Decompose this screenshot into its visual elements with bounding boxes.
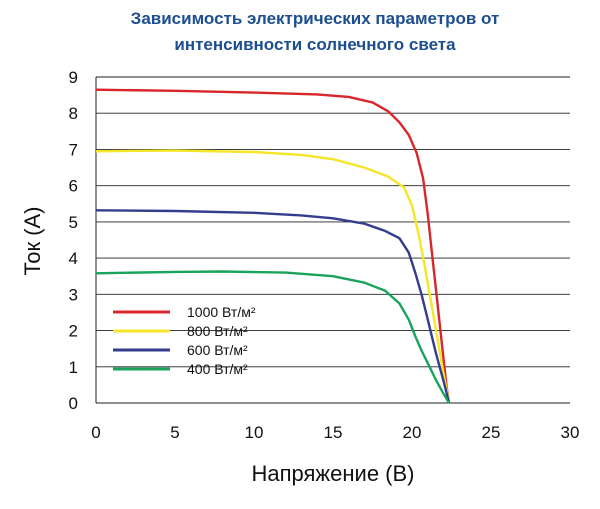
legend: 1000 Вт/м² 800 Вт/м² 600 Вт/м² 400 Вт/м²	[113, 304, 256, 377]
y-tick-label-3: 3	[69, 285, 78, 304]
y-tick-label-1: 1	[69, 358, 78, 377]
series-line-0	[95, 88, 451, 404]
y-tick-label-5: 5	[69, 213, 78, 232]
x-tick-label-4: 20	[403, 423, 422, 442]
gridlines	[96, 76, 570, 404]
series-lines	[95, 88, 451, 404]
legend-label-3: 400 Вт/м²	[187, 361, 248, 377]
y-axis-label: Ток (А)	[20, 206, 45, 275]
x-tick-label-3: 15	[324, 423, 343, 442]
series-line-1	[95, 149, 451, 404]
chart-title: Зависимость электрических параметров от …	[80, 6, 550, 58]
x-tick-label-5: 25	[482, 423, 501, 442]
x-tick-label-1: 5	[170, 423, 179, 442]
y-tick-label-2: 2	[69, 322, 78, 341]
x-tick-label-2: 10	[245, 423, 264, 442]
legend-label-0: 1000 Вт/м²	[187, 304, 256, 320]
x-axis-label: Напряжение (В)	[251, 461, 414, 486]
legend-label-1: 800 Вт/м²	[187, 323, 248, 339]
series-line-3	[95, 270, 451, 404]
chart-title-line-1: Зависимость электрических параметров от	[130, 9, 500, 28]
y-tick-label-6: 6	[69, 177, 78, 196]
y-tick-label-9: 9	[69, 68, 78, 87]
chart-title-line-2: интенсивности солнечного света	[174, 35, 456, 54]
y-tick-label-7: 7	[69, 140, 78, 159]
x-tick-label-6: 30	[561, 423, 580, 442]
y-tick-label-8: 8	[69, 104, 78, 123]
axes: 0 1 2 3 4 5 6 7 8 9 0 5 10 15 20 25 30	[69, 68, 580, 442]
series-line-2	[95, 209, 451, 404]
y-tick-label-4: 4	[69, 249, 78, 268]
x-tick-label-0: 0	[91, 423, 100, 442]
legend-label-2: 600 Вт/м²	[187, 342, 248, 358]
y-tick-label-0: 0	[69, 394, 78, 413]
